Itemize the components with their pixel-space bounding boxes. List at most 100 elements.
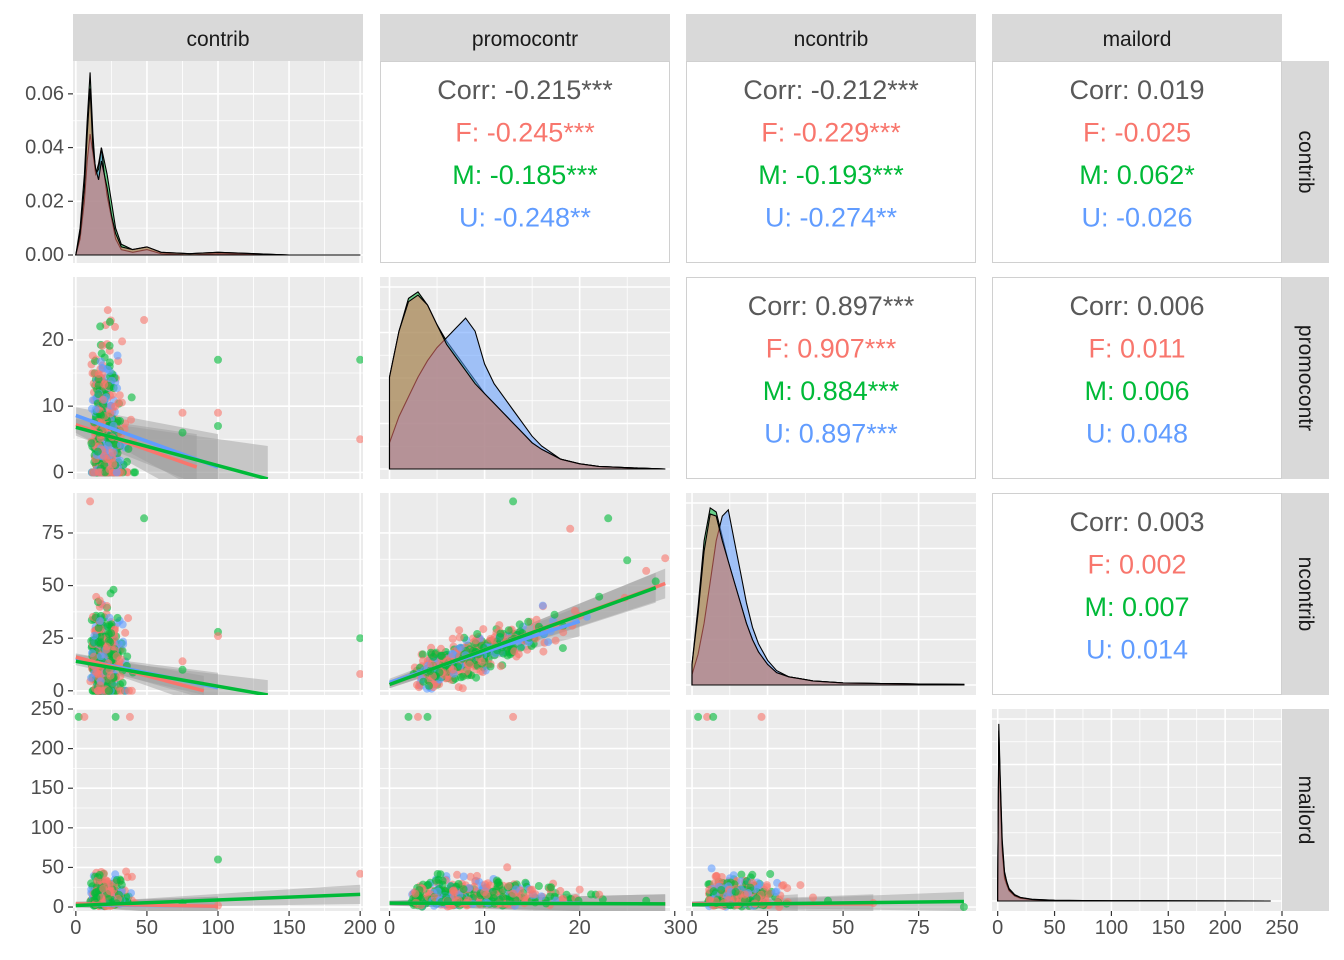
corr-line-F: F: 0.011 xyxy=(1088,334,1185,364)
scatter-point xyxy=(544,638,553,647)
corr-line-overall: Corr: -0.215*** xyxy=(437,75,613,105)
scatter-point xyxy=(493,878,502,887)
scatter-point xyxy=(731,887,740,896)
strip-top-label-promocontr: promocontr xyxy=(472,28,578,51)
scatter-point xyxy=(532,615,541,624)
scatter-point xyxy=(538,601,547,610)
scatter-point xyxy=(762,883,771,892)
scatter-point xyxy=(105,317,114,326)
panel-mailord-vs-ncontrib: 0 25 50 75 xyxy=(686,709,976,939)
scatter-point xyxy=(419,677,428,686)
strip-top-promocontr xyxy=(380,14,670,61)
scatter-point xyxy=(623,556,632,565)
scatter-point xyxy=(472,673,481,682)
scatter-point xyxy=(87,879,96,888)
x-tick-label: 0 xyxy=(686,917,697,939)
scatter-point xyxy=(90,468,99,477)
scatter-point xyxy=(757,712,766,721)
scatter-point xyxy=(108,448,117,457)
scatter-point xyxy=(103,365,112,374)
scatter-point xyxy=(356,355,363,364)
y-tick-label: 0 xyxy=(53,461,64,483)
scatter-point xyxy=(465,660,474,669)
smooth-line-M xyxy=(389,901,666,906)
scatter-point xyxy=(516,643,525,652)
scatter-point xyxy=(129,468,138,477)
smooth-line-M xyxy=(692,899,964,907)
scatter-point xyxy=(771,888,780,897)
scatter-point xyxy=(117,880,126,889)
scatter-point xyxy=(105,358,114,367)
scatter-point xyxy=(93,686,102,695)
scatter-point xyxy=(127,393,136,402)
scatter-point xyxy=(503,863,512,872)
scatter-point xyxy=(510,647,519,656)
panel-ncontrib-vs-mailord: Corr: 0.003 F: 0.002 M: 0.007 U: 0.014 xyxy=(992,493,1282,695)
scatter-point xyxy=(112,652,121,661)
x-tick-label: 20 xyxy=(569,917,591,939)
smooth-line-M xyxy=(388,586,657,687)
scatter-point xyxy=(809,893,817,902)
grid xyxy=(380,493,670,695)
panel-promocontr-vs-contrib: 0 10 20 xyxy=(42,277,363,483)
strip-top-mailord xyxy=(992,14,1282,61)
scatter-point xyxy=(214,355,222,364)
y-tick-label: 250 xyxy=(31,698,64,720)
scatter-point xyxy=(118,678,127,687)
scatter-point xyxy=(99,451,108,460)
x-tick-label: 0 xyxy=(992,917,1003,939)
scatter-point xyxy=(449,886,458,895)
scatter-point xyxy=(140,514,149,523)
y-tick-label: 200 xyxy=(31,738,64,760)
scatter-point xyxy=(509,497,518,506)
smooth-line-M xyxy=(75,425,269,479)
scatter-point xyxy=(471,636,480,645)
corr-line-U: U: -0.026 xyxy=(1081,203,1192,233)
strip-right-contrib xyxy=(1282,61,1329,263)
scatter-point xyxy=(96,638,105,647)
scatter-point xyxy=(103,622,112,631)
scatter-point xyxy=(87,439,96,448)
scatter-point xyxy=(100,380,109,389)
density-F xyxy=(997,730,1271,902)
scatter-point xyxy=(524,617,533,626)
scatter-point xyxy=(534,882,543,890)
density-F xyxy=(75,88,361,256)
y-tick-label: 10 xyxy=(42,395,64,417)
scatter-point xyxy=(125,712,134,721)
corr-line-overall: Corr: 0.003 xyxy=(1069,507,1204,537)
corr-line-M: M: 0.062* xyxy=(1079,160,1195,190)
scatter-point xyxy=(509,889,518,898)
scatter-point xyxy=(496,662,505,671)
corr-line-U: U: 0.014 xyxy=(1086,635,1188,665)
scatter-point xyxy=(123,652,132,661)
scatter-point xyxy=(515,620,524,629)
corr-line-U: U: 0.048 xyxy=(1086,419,1188,449)
panel-mailord-vs-mailord: 0 50 100 150 200 250 xyxy=(992,709,1299,939)
scatter-point xyxy=(115,391,124,400)
scatter-point xyxy=(518,892,527,901)
scatter-point xyxy=(547,883,556,892)
scatter-point xyxy=(108,680,117,689)
scatter-point xyxy=(94,623,103,632)
scatter-point xyxy=(111,402,120,411)
scatter-point xyxy=(424,880,433,889)
scatter-point xyxy=(558,895,567,903)
strip-right-label-mailord: mailord xyxy=(1294,776,1317,845)
scatter-point xyxy=(482,891,491,899)
scatter-point xyxy=(124,614,133,623)
x-tick-label: 25 xyxy=(756,917,778,939)
scatter-point xyxy=(423,712,432,721)
scatter-point xyxy=(456,643,465,652)
corr-panel-border xyxy=(686,277,976,479)
x-tick-label: 50 xyxy=(1043,917,1065,939)
y-tick-label: 75 xyxy=(42,522,64,544)
scatter-point xyxy=(455,633,464,642)
panel-ncontrib-vs-ncontrib xyxy=(686,493,976,695)
scatter-point xyxy=(537,892,546,901)
panel-promocontr-vs-ncontrib: Corr: 0.897*** F: 0.907*** M: 0.884*** U: 0… xyxy=(686,277,976,479)
corr-panel-border xyxy=(992,61,1282,263)
scatter-point xyxy=(458,684,467,693)
scatter-point xyxy=(489,894,498,903)
scatter-point xyxy=(477,657,486,666)
